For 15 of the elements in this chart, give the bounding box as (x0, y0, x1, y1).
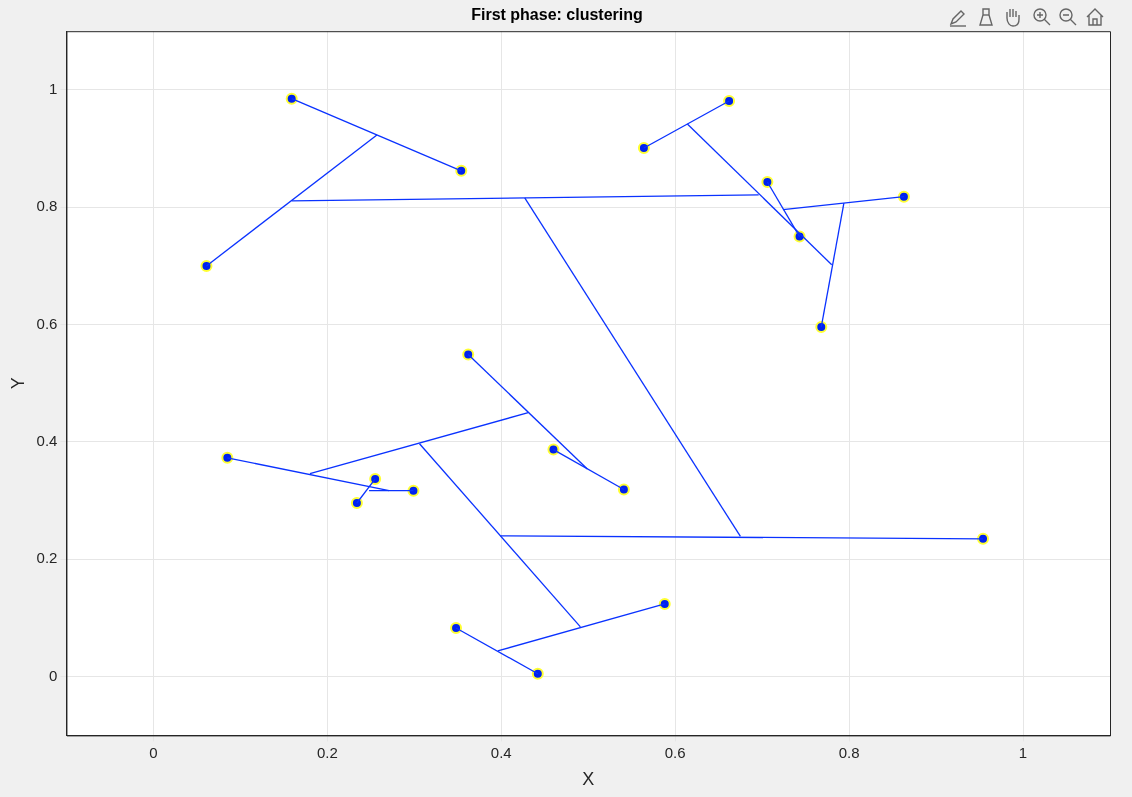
y-tick-label: 1 (49, 80, 58, 98)
y-tick-label: 0.2 (36, 549, 58, 567)
x-tick-label: 0.6 (664, 743, 686, 761)
y-tick-label: 0.8 (36, 197, 58, 215)
x-tick-label: 0.2 (316, 743, 338, 761)
x-tick-label: 0 (149, 743, 158, 761)
y-axis-title: Y (7, 377, 28, 390)
y-tick-label: 0.6 (36, 314, 58, 332)
y-tick-label: 0 (49, 666, 58, 684)
x-tick-label: 0.8 (838, 743, 860, 761)
chart-title: First phase: clustering (471, 6, 643, 24)
x-axis-title: X (582, 769, 595, 790)
y-tick-label: 0.4 (36, 432, 58, 450)
x-tick-label: 1 (1018, 743, 1028, 761)
x-tick-label: 0.4 (490, 743, 512, 761)
